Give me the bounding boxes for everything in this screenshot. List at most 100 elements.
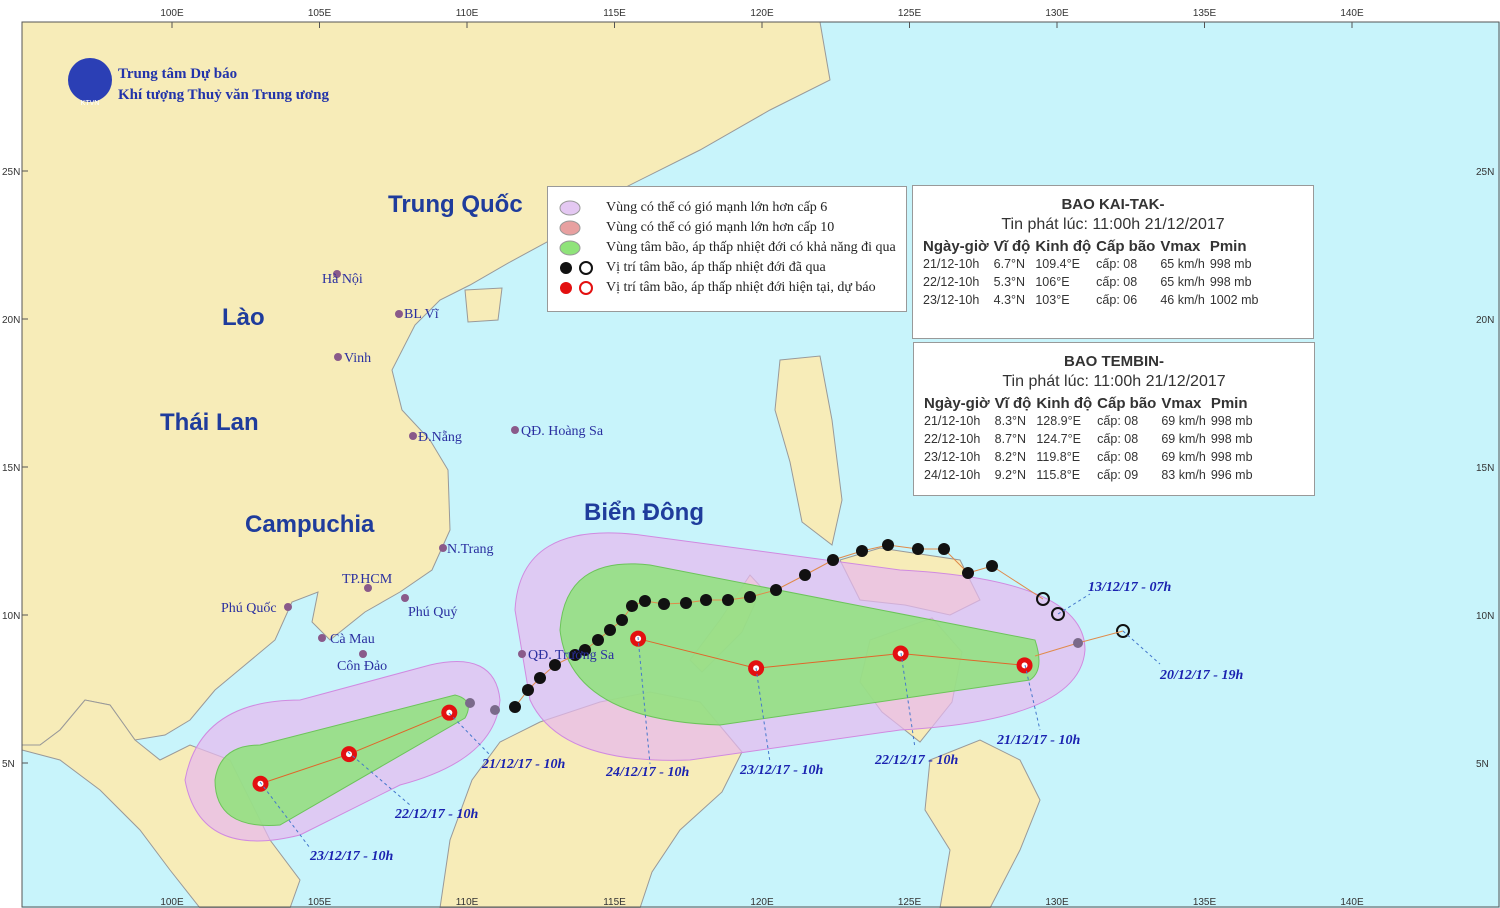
track-label: 22/12/17 - 10h <box>874 753 958 768</box>
place-label: Hà Nội <box>322 272 363 287</box>
storm-eye <box>257 780 264 787</box>
lat-label: 25N <box>1476 167 1494 178</box>
place-label: QĐ. Hoàng Sa <box>521 424 604 439</box>
cell: 998 mb <box>1209 257 1252 271</box>
cell: 46 km/h <box>1160 293 1205 307</box>
cell: 103°E <box>1035 293 1070 307</box>
track-label: 13/12/17 - 07h <box>1088 580 1171 595</box>
past-center <box>856 545 868 557</box>
column-header: Kinh độ <box>1035 238 1092 255</box>
place-dot <box>333 270 341 278</box>
cell: cấp: 08 <box>1097 432 1139 446</box>
legend-item: Vị trí tâm bão, áp thấp nhiệt đới hiện t… <box>606 280 876 295</box>
cell: 69 km/h <box>1161 450 1206 464</box>
past-center <box>522 684 534 696</box>
cell: 4.3°N <box>993 293 1026 307</box>
cell: 998 mb <box>1210 414 1253 428</box>
lat-label: 25N <box>2 167 20 178</box>
cell: 998 mb <box>1210 432 1253 446</box>
past-center <box>639 595 651 607</box>
cell: 65 km/h <box>1160 275 1205 289</box>
lat-label: 10N <box>2 611 20 622</box>
lon-label: 125E <box>898 897 922 908</box>
region-label: Thái Lan <box>160 409 259 436</box>
past-center <box>465 698 475 708</box>
data-row: 23/12-10h 4.3°N 103°E cấp: 06 46 km/h 1002 mb <box>923 291 1263 309</box>
cell: cấp: 08 <box>1096 257 1138 271</box>
column-header: Cấp bão <box>1096 238 1156 255</box>
place-dot <box>284 603 292 611</box>
data-row: 22/12-10h 5.3°N 106°E cấp: 08 65 km/h 998 mb <box>923 273 1263 291</box>
cell: 83 km/h <box>1161 468 1206 482</box>
lon-label: 115E <box>603 897 626 908</box>
cell: 22/12-10h <box>924 432 981 446</box>
place-label: Đ.Nẵng <box>418 430 462 445</box>
place-label: QĐ. Trường Sa <box>528 648 615 663</box>
place-dot <box>334 353 342 361</box>
storm-data: Ngày-giờ Vĩ độ Kinh độ Cấp bão Vmax Pmin 21/12… <box>924 395 1258 484</box>
past-center <box>962 567 974 579</box>
storm-issued: Tin phát lúc: 11:00h 21/12/2017 <box>1001 216 1225 233</box>
place-label: TP.HCM <box>342 572 393 587</box>
lon-label: 130E <box>1045 8 1069 19</box>
past-center <box>882 539 894 551</box>
cell: cấp: 09 <box>1097 468 1139 482</box>
cell: 8.3°N <box>994 414 1027 428</box>
data-row: 22/12-10h 8.7°N 124.7°E cấp: 08 69 km/h 998 m… <box>924 430 1258 448</box>
lat-label: 20N <box>2 315 20 326</box>
past-center <box>938 543 950 555</box>
lat-label: 5N <box>1476 759 1489 770</box>
region-label: Trung Quốc <box>388 191 523 218</box>
lon-label: 135E <box>1193 8 1217 19</box>
org-name: Trung tâm Dự báo <box>118 66 238 82</box>
column-header: Vmax <box>1161 395 1202 412</box>
cell: 115.8°E <box>1036 468 1081 482</box>
cell: 8.2°N <box>994 450 1027 464</box>
cell: 8.7°N <box>994 432 1027 446</box>
storm-title: BAO TEMBIN- <box>1064 353 1164 370</box>
lon-label: 110E <box>456 8 479 19</box>
place-dot <box>364 584 372 592</box>
lon-label: 110E <box>456 897 479 908</box>
lon-label: 135E <box>1193 897 1217 908</box>
lon-label: 120E <box>750 8 774 19</box>
cell: 998 mb <box>1209 275 1252 289</box>
column-header: Pmin <box>1209 238 1247 255</box>
past-center <box>592 634 604 646</box>
cell: 128.9°E <box>1036 414 1081 428</box>
lon-label: 100E <box>160 8 184 19</box>
place-dot <box>518 650 526 658</box>
cell: 24/12-10h <box>924 468 981 482</box>
place-label: BL Vĩ <box>404 307 440 322</box>
cell: 5.3°N <box>993 275 1026 289</box>
lat-label: 10N <box>1476 611 1494 622</box>
lat-label: 15N <box>2 463 20 474</box>
past-center <box>549 659 561 671</box>
cell: 69 km/h <box>1161 432 1206 446</box>
storm-eye <box>346 751 352 758</box>
lat-label: 20N <box>1476 315 1494 326</box>
place-dot <box>395 310 403 318</box>
cone-center <box>559 563 1040 726</box>
past-center <box>658 598 670 610</box>
legend-item: Vùng có thể có gió mạnh lớn hơn cấp 6 <box>606 200 828 215</box>
storm-table: BAO KAI-TAK- Tin phát lúc: 11:00h 21/12/2… <box>912 185 1314 339</box>
cell: 21/12-10h <box>924 414 981 428</box>
cell: cấp: 08 <box>1097 450 1139 464</box>
past-center <box>986 560 998 572</box>
track-label: 23/12/17 - 10h <box>309 849 393 864</box>
cell: 106°E <box>1035 275 1070 289</box>
past-center <box>700 594 712 606</box>
label-leaders <box>259 593 1161 849</box>
cell: 23/12-10h <box>924 450 981 464</box>
column-header: Cấp bão <box>1097 395 1157 412</box>
past-center <box>490 705 500 715</box>
lon-label: 105E <box>308 8 332 19</box>
logo <box>68 58 112 102</box>
lon-label: 120E <box>750 897 774 908</box>
past-center <box>616 614 628 626</box>
storm-issued: Tin phát lúc: 11:00h 21/12/2017 <box>1002 373 1226 390</box>
place-dot <box>318 634 326 642</box>
place-dot <box>439 544 447 552</box>
